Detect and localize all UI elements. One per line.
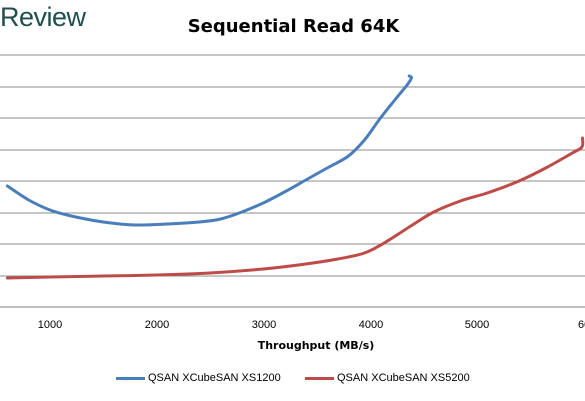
chart-title: Sequential Read 64K <box>187 16 400 37</box>
x-tick-label: 2000 <box>145 319 169 331</box>
x-tick-label: 600 <box>578 319 585 331</box>
x-tick-label: 5000 <box>465 319 489 331</box>
x-tick-label: 3000 <box>252 319 276 331</box>
legend-item-xs5200: QSAN XCubeSAN XS5200 <box>305 372 470 384</box>
legend-label-xs1200: QSAN XCubeSAN XS1200 <box>148 372 281 384</box>
publisher-logo-text: Review <box>0 2 86 32</box>
x-tick-label: 4000 <box>359 319 383 331</box>
legend-item-xs1200: QSAN XCubeSAN XS1200 <box>116 372 281 384</box>
legend-label-xs5200: QSAN XCubeSAN XS5200 <box>337 372 470 384</box>
legend-swatch-xs5200 <box>305 376 334 380</box>
x-tick-label: 1000 <box>38 319 62 331</box>
x-axis-label: Throughput (MB/s) <box>258 339 375 352</box>
series-line-xs5200 <box>5 136 585 280</box>
series-line-xs1200 <box>5 74 413 227</box>
chart-legend: QSAN XCubeSAN XS1200 QSAN XCubeSAN XS520… <box>0 372 585 390</box>
legend-swatch-xs1200 <box>116 376 145 380</box>
